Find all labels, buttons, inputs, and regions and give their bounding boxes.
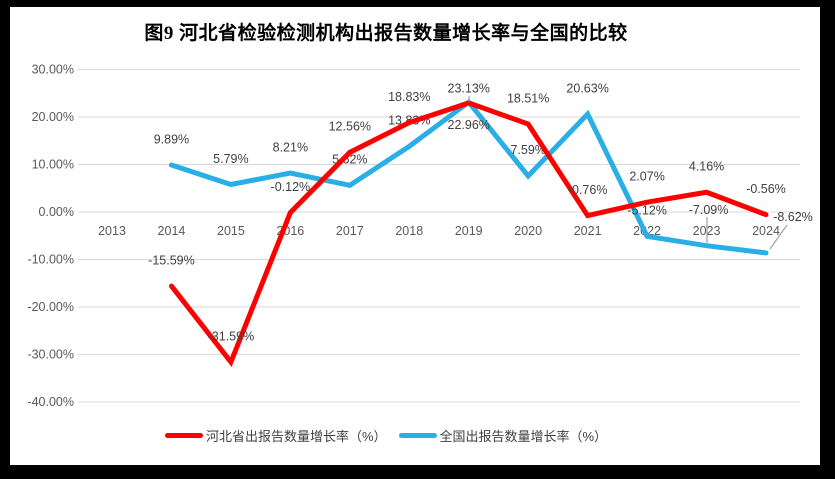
x-axis-tick-label: 2015 [217,224,245,238]
legend-line-swatch [164,432,203,438]
data-label: -15.59% [148,253,195,267]
chart-legend: 河北省出报告数量增长率（%） 全国出报告数量增长率（%） [10,425,762,445]
legend-item-national: 全国出报告数量增长率（%） [398,426,608,445]
x-axis-tick-label: 2021 [574,224,602,238]
data-label: 18.51% [507,91,549,105]
x-axis-tick-label: 2024 [752,224,780,238]
series-line-hebei [168,100,769,368]
y-axis-tick-label: -40.00% [27,395,74,409]
data-label: 2.07% [629,169,664,183]
data-label: 7.59% [510,143,545,157]
data-label: 18.83% [388,90,430,104]
y-axis-tick-label: -10.00% [27,253,74,267]
x-axis-tick-label: 2018 [395,224,423,238]
x-axis-tick-label: 2017 [336,224,364,238]
data-label: 4.16% [689,160,724,174]
x-axis-tick-label: 2013 [98,224,126,238]
y-axis-tick-label: 20.00% [32,110,74,124]
data-label: -0.12% [271,180,311,194]
legend-label: 河北省出报告数量增长率（%） [205,428,387,444]
data-label: 20.63% [566,81,608,95]
data-label: 12.56% [329,120,371,134]
data-label: -5.12% [627,204,667,218]
legend-item-hebei: 河北省出报告数量增长率（%） [164,426,387,445]
data-label: -0.56% [746,182,786,196]
legend-line-swatch [398,432,437,438]
x-axis-tick-label: 2020 [514,224,542,238]
data-label: -8.62% [773,210,813,224]
legend-label: 全国出报告数量增长率（%） [439,428,608,444]
data-label: 9.89% [154,132,189,146]
data-label: 22.96% [448,118,490,132]
data-label: -31.59% [208,329,255,343]
chart-area [10,7,820,465]
y-axis-tick-label: 10.00% [32,158,74,172]
data-label: 23.13% [448,81,490,95]
data-label: 8.21% [273,140,308,154]
data-label: -0.76% [568,183,608,197]
data-label-leader-line [769,224,788,250]
x-axis-tick-label: 2019 [455,224,483,238]
data-label: -7.09% [689,203,729,217]
chart-title: 图9 河北省检验检测机构出报告数量增长率与全国的比较 [144,23,628,44]
y-axis-tick-label: 0.00% [39,205,74,219]
y-axis-tick-label: -20.00% [27,300,74,314]
data-label: 5.79% [213,152,248,166]
y-axis-tick-label: -30.00% [27,348,74,362]
x-axis-tick-label: 2014 [158,224,186,238]
y-axis-tick-label: 30.00% [32,63,74,77]
